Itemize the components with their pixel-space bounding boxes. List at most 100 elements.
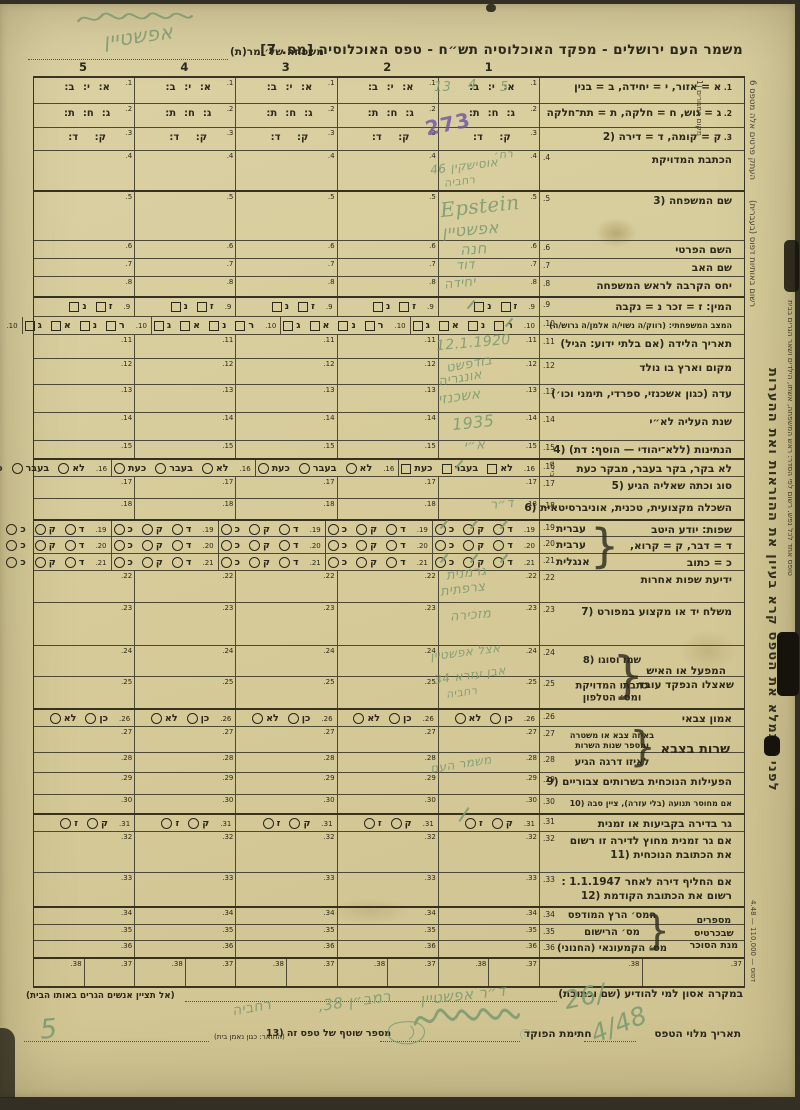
option-כ: כ [434,557,454,568]
data-cell-col3-row17: .17 [235,477,336,498]
row-label-line: מס׳ הרישום [584,926,640,938]
circle-icon [60,818,72,829]
cell-number: .31 [523,819,535,828]
data-cell-col4-row7: .7 [134,259,235,276]
row-number: 1. [721,83,732,92]
cell-number: .7 [429,260,436,268]
spare-cell-37: .37 [643,959,745,986]
field-letter: ק: [499,132,511,143]
scan-artifact [764,736,780,756]
option-label: כ [20,557,26,568]
circle-icon [49,713,61,724]
option-label: כ [341,557,348,568]
row-number: .21 [543,556,555,565]
cell-number: .36 [424,942,436,950]
option-label: כן [504,713,513,724]
row-number: .8 [543,279,551,288]
cell-number: .37 [424,960,436,968]
data-cell-col3-row10: .10 ר נ א ג [150,317,280,334]
option-ז: ז [399,301,416,312]
option-label: כ [234,540,241,551]
option-label: ק [263,557,271,568]
table-row-4: .4 הכתבת המדויקת .4 .4 .4 .4 .4 [34,150,744,190]
cell-number: .25 [525,678,537,686]
circle-icon [454,713,466,724]
field-letter: ב: [64,82,75,93]
options-row: .19 ד ק כ [433,521,539,535]
cell-number: .6 [125,242,133,250]
table-row-23: .23 משלח יד או מקצוע במפורט (7.23.23.23.2… [34,602,744,645]
data-cell-col5-row12: .12 [34,359,134,384]
group-title-line: מספרים [696,914,732,926]
data-cell-col5-row15: .15 [34,441,134,458]
circle-icon [289,818,301,829]
option-ק: ק [390,818,412,829]
options-row: .31 ק ז [34,815,134,829]
row-number: .7 [543,261,551,270]
data-cell-col5-row33: .33 [34,873,134,906]
cell-number: .29 [121,774,133,782]
circle-icon [353,713,365,724]
cell-number: .4 [327,152,335,160]
data-cell-col1-row31: .31 ק ז [437,815,539,831]
circle-icon [493,540,505,551]
data-cell-col3-row19: .19 ד ק כ [217,521,325,536]
cell-number: .36 [525,942,537,950]
data-cell-col4-row31: .31 ק ז [134,815,235,831]
table-row-30: .30 אם מחוסר תנועה (בלי עזרה), ציין סבה (… [34,794,744,813]
field-letter: ת: [64,108,75,119]
data-cell-col3-row37: .37 .38 [235,959,336,986]
option-label: ק [370,524,378,535]
data-cell-col1-row10: .10 ר נ א ג [409,317,539,334]
circle-icon [327,557,339,568]
option-label: ק [505,818,513,829]
option-label: כעת [0,463,3,474]
row-number: .20 [543,539,555,548]
option-label: ד [400,524,406,535]
option-ז: ז [363,818,382,829]
row-label: שנת העליה לא״י [649,416,732,428]
paper-background [0,4,795,1097]
group-title: המפעל או האיש שאצלו הנפקד עובד [638,648,734,708]
option-א: א [180,320,200,331]
cell-number: .19 [95,525,107,534]
data-cell-col4-row25: .25 [134,677,235,708]
cell-number: .14 [222,414,234,422]
option-לא: לא [345,463,372,474]
data-cell-col3-row4: .4 [235,151,336,190]
row-label: סוג וכתה שאליה הגיע (5 [611,480,732,492]
data-cell-col2-row17: .17 [336,477,438,498]
cell-number: .6 [327,242,335,250]
row-label: מקום וארץ בו נולד [639,362,732,374]
circle-icon [113,524,125,535]
data-cell-col5-row8: .8 [34,277,134,296]
row-label-cell-32: .32 אם גר זמנית מחוץ לדירה זו רשום את הכת… [539,832,744,872]
row-number: .32 [543,834,555,843]
margin-note-3: טופס אחד לכל נפש. רשום לפי הסדר: ראש המש… [786,300,795,576]
circle-icon [356,540,368,551]
cell-number: .2 [125,105,133,113]
data-cell-col3-row15: .15 [235,441,336,458]
margin-note-5: דפוס — 110,000 — 4.48 [749,900,757,983]
cell-number: .7 [226,260,234,268]
option-ד: ד [279,557,299,568]
options-row: .21 ד ק כ [112,554,218,568]
circle-icon [363,818,375,829]
table-row-34: .34 המס׳ הרץ המודפס מספרים שבכרטיס מנת הסוכר… [34,906,744,954]
table-row-29: .29 הפעילות הנוכחית בשרותים צבוריים (9.29… [34,772,744,794]
option-נ: נ [271,301,289,312]
circle-icon [249,540,261,551]
cell-number: .12 [525,360,537,368]
cell-number: .30 [121,796,133,804]
options-row: .26 כן לא [34,710,134,724]
cell-number: .4 [226,152,234,160]
cell-number: .5 [327,193,335,201]
option-ד: ד [493,540,513,551]
options-row: .10 ר נ א ג [152,317,280,331]
option-בעבר: בעבר [298,463,337,474]
option-label: לא [63,713,77,724]
column-number-1: 1 [484,60,493,74]
data-cell-col1-row11: .11 [437,335,539,358]
table-row-16: .16 לא בקר, בקר בעבר, מבקר כעת .16 לא בעבר כע… [0,458,744,476]
circle-icon [141,524,153,535]
